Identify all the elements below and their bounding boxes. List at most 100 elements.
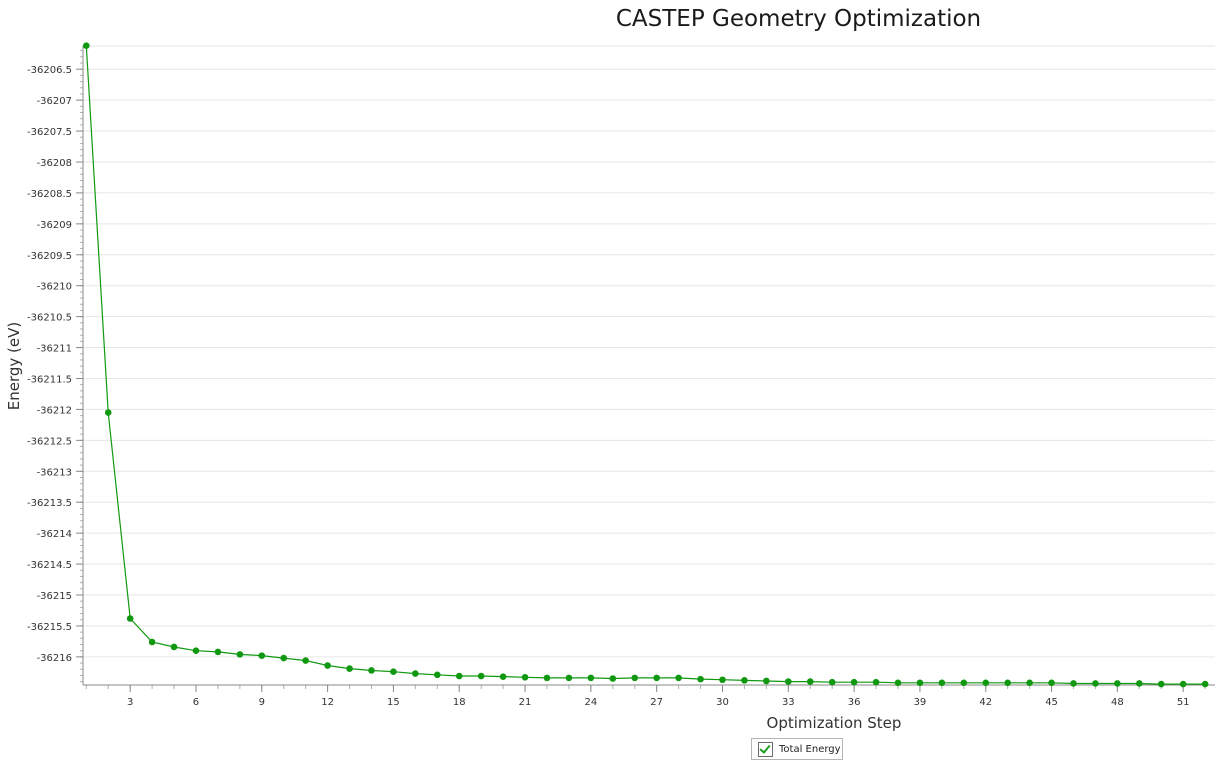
data-point <box>741 677 748 684</box>
x-tick-label: 6 <box>193 697 199 708</box>
data-point <box>148 638 156 646</box>
y-tick-label: -36211.5 <box>27 374 72 385</box>
x-tick-label: 36 <box>848 697 861 708</box>
data-point <box>258 652 266 659</box>
data-point <box>324 662 331 669</box>
x-tick-label: 33 <box>782 697 795 708</box>
data-point <box>1026 679 1033 687</box>
legend-label: Total Energy <box>779 743 841 755</box>
y-tick-label: -36210.5 <box>27 313 72 324</box>
x-tick-label: 15 <box>387 697 400 708</box>
data-point <box>170 643 178 651</box>
data-point <box>982 679 990 687</box>
data-point <box>236 651 244 658</box>
legend-checkbox-total-energy[interactable] <box>758 741 773 757</box>
data-point <box>302 657 309 664</box>
data-point <box>609 675 617 682</box>
data-point <box>1179 680 1187 688</box>
data-point <box>390 668 397 676</box>
data-point <box>280 654 288 662</box>
chart-title: CASTEP Geometry Optimization <box>615 6 982 32</box>
data-point <box>850 678 858 686</box>
x-tick-label: 51 <box>1177 697 1190 708</box>
data-point <box>587 674 595 682</box>
data-point <box>126 615 134 622</box>
data-point <box>368 667 375 674</box>
data-point <box>785 678 792 685</box>
y-tick-label: -36213 <box>37 467 72 478</box>
data-point <box>412 670 419 677</box>
x-tick-label: 3 <box>127 697 133 708</box>
data-point <box>433 671 441 679</box>
data-point <box>1092 680 1099 687</box>
data-point <box>1157 680 1165 688</box>
grid-layer <box>83 45 1215 658</box>
data-point <box>916 679 924 687</box>
data-point <box>565 674 573 682</box>
y-tick-label: -36209 <box>37 220 72 231</box>
data-point <box>1136 680 1143 687</box>
y-tick-label: -36215 <box>37 591 72 602</box>
y-axis-title: Energy (eV) <box>5 322 23 410</box>
y-tick-label: -36212.5 <box>27 436 72 447</box>
x-tick-label: 45 <box>1045 697 1058 708</box>
legend: Total Energy <box>751 738 843 760</box>
data-point <box>543 674 551 682</box>
y-tick-label: -36214.5 <box>27 560 72 571</box>
data-point <box>872 678 880 686</box>
data-point <box>1004 679 1011 687</box>
data-point <box>1201 680 1209 688</box>
x-tick-label: 27 <box>650 697 663 708</box>
y-tick-label: -36207.5 <box>27 127 72 138</box>
data-point <box>521 673 529 681</box>
series-layer <box>82 42 1209 688</box>
data-point <box>214 648 222 656</box>
y-tick-label: -36206.5 <box>27 65 72 76</box>
y-tick-label: -36212 <box>37 405 72 416</box>
data-point <box>631 674 639 682</box>
data-point <box>675 674 682 682</box>
y-tick-label: -36215.5 <box>27 622 72 633</box>
y-tick-label: -36216 <box>37 653 72 664</box>
data-point <box>1114 680 1121 687</box>
axes-layer: -36206.5 -36207 -36207.5 -36208 -36208.5 -362… <box>27 46 1215 708</box>
x-tick-label: 9 <box>259 697 265 708</box>
y-tick-label: -36211 <box>37 344 72 355</box>
x-tick-label: 39 <box>914 697 927 708</box>
x-tick-label: 42 <box>979 697 992 708</box>
data-point <box>828 678 836 686</box>
x-tick-label: 24 <box>584 697 597 708</box>
data-point <box>653 674 660 682</box>
x-tick-label: 18 <box>453 697 466 708</box>
x-tick-label: 12 <box>321 697 334 708</box>
data-point <box>477 672 485 680</box>
data-point <box>192 647 200 654</box>
data-point <box>697 675 704 683</box>
x-axis-title: Optimization Step <box>767 714 902 732</box>
data-point <box>938 679 946 687</box>
y-tick-label: -36208.5 <box>27 189 72 200</box>
data-point <box>1070 680 1077 687</box>
y-tick-label: -36213.5 <box>27 498 72 509</box>
y-tick-label: -36207 <box>37 96 72 107</box>
y-tick-label: -36208 <box>37 158 72 169</box>
data-point <box>455 672 463 680</box>
data-point <box>763 677 770 685</box>
data-point <box>806 678 814 685</box>
data-point <box>346 665 353 672</box>
data-point <box>499 673 507 680</box>
data-point <box>719 676 726 684</box>
y-tick-label: -36214 <box>37 529 72 540</box>
data-point <box>894 679 902 687</box>
x-tick-label: 21 <box>519 697 532 708</box>
data-point <box>1048 679 1055 687</box>
x-tick-label: 48 <box>1111 697 1124 708</box>
x-tick-label: 30 <box>716 697 729 708</box>
data-point <box>960 679 968 687</box>
y-tick-label: -36210 <box>37 282 72 293</box>
y-tick-label: -36209.5 <box>27 251 72 262</box>
data-point <box>82 42 90 49</box>
data-point <box>104 409 112 416</box>
series-line-total-energy <box>85 45 1206 685</box>
